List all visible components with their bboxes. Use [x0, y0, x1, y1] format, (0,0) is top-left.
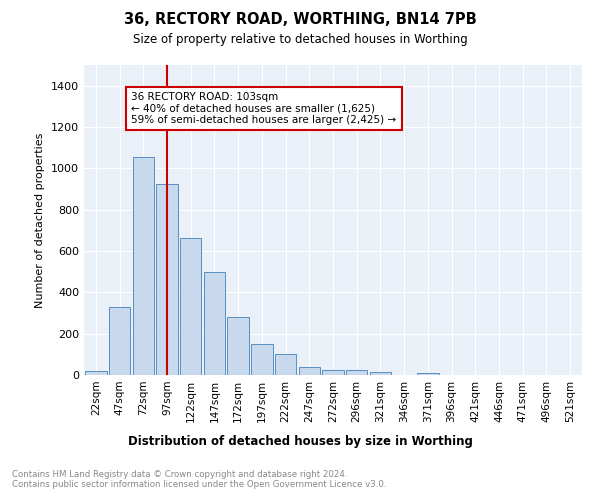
Bar — [275, 354, 296, 375]
Bar — [204, 272, 225, 375]
Text: Size of property relative to detached houses in Worthing: Size of property relative to detached ho… — [133, 32, 467, 46]
Bar — [299, 366, 320, 375]
Text: 36, RECTORY ROAD, WORTHING, BN14 7PB: 36, RECTORY ROAD, WORTHING, BN14 7PB — [124, 12, 476, 28]
Text: 36 RECTORY ROAD: 103sqm
← 40% of detached houses are smaller (1,625)
59% of semi: 36 RECTORY ROAD: 103sqm ← 40% of detache… — [131, 92, 397, 125]
Bar — [322, 370, 344, 375]
Text: Distribution of detached houses by size in Worthing: Distribution of detached houses by size … — [128, 435, 472, 448]
Bar — [251, 344, 272, 375]
Bar — [346, 370, 367, 375]
Bar — [85, 371, 107, 375]
Bar — [133, 157, 154, 375]
Bar — [370, 372, 391, 375]
Text: Contains HM Land Registry data © Crown copyright and database right 2024.
Contai: Contains HM Land Registry data © Crown c… — [12, 470, 386, 490]
Bar — [227, 317, 249, 375]
Y-axis label: Number of detached properties: Number of detached properties — [35, 132, 46, 308]
Bar — [417, 373, 439, 375]
Bar — [157, 184, 178, 375]
Bar — [109, 307, 130, 375]
Bar — [180, 238, 202, 375]
